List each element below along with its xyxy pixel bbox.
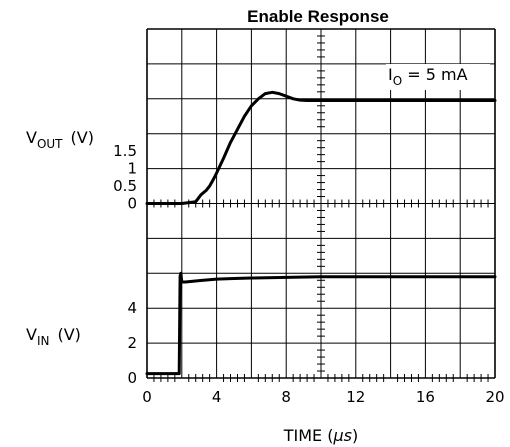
x-tick-label: 8 (281, 388, 291, 406)
series-layer (145, 90, 497, 376)
x-axis-label: TIME (μs) (283, 426, 359, 445)
chart-title: Enable Response (247, 7, 389, 26)
minor-ticks (153, 35, 489, 382)
grid (146, 28, 496, 379)
load-current-annotation: IO = 5 mA (388, 65, 468, 88)
x-tick-label: 20 (485, 388, 504, 406)
vin-y-tick-label: 4 (127, 299, 137, 317)
annotation-background (386, 64, 490, 90)
vin-y-tick-label: 0 (127, 369, 137, 387)
vout-y-tick-label: 0 (127, 195, 137, 213)
vin-y-tick-label: 2 (127, 334, 137, 352)
vin-y-axis-label: VIN (V) (26, 325, 81, 348)
vout-y-axis-label: VOUT (V) (26, 128, 94, 151)
vout-series-line (145, 90, 497, 205)
x-tick-label: 16 (416, 388, 435, 406)
x-tick-label: 12 (346, 388, 365, 406)
x-tick-label: 0 (142, 388, 152, 406)
vout-y-tick-label: 1 (127, 160, 137, 178)
vout-y-tick-label: 0.5 (113, 177, 137, 195)
vin-series-line (145, 271, 497, 376)
x-tick-label: 4 (212, 388, 222, 406)
vout-y-tick-label: 1.5 (113, 142, 137, 160)
